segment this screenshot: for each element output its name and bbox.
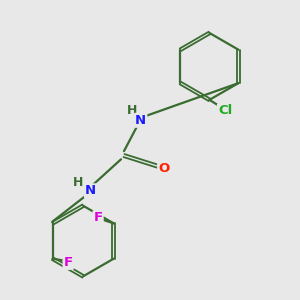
Text: F: F bbox=[94, 211, 103, 224]
Text: N: N bbox=[85, 184, 96, 197]
Text: N: N bbox=[135, 114, 146, 127]
Text: Cl: Cl bbox=[218, 104, 232, 118]
Text: H: H bbox=[127, 104, 137, 117]
Text: O: O bbox=[158, 162, 169, 175]
Text: F: F bbox=[64, 256, 73, 269]
Text: H: H bbox=[73, 176, 83, 189]
